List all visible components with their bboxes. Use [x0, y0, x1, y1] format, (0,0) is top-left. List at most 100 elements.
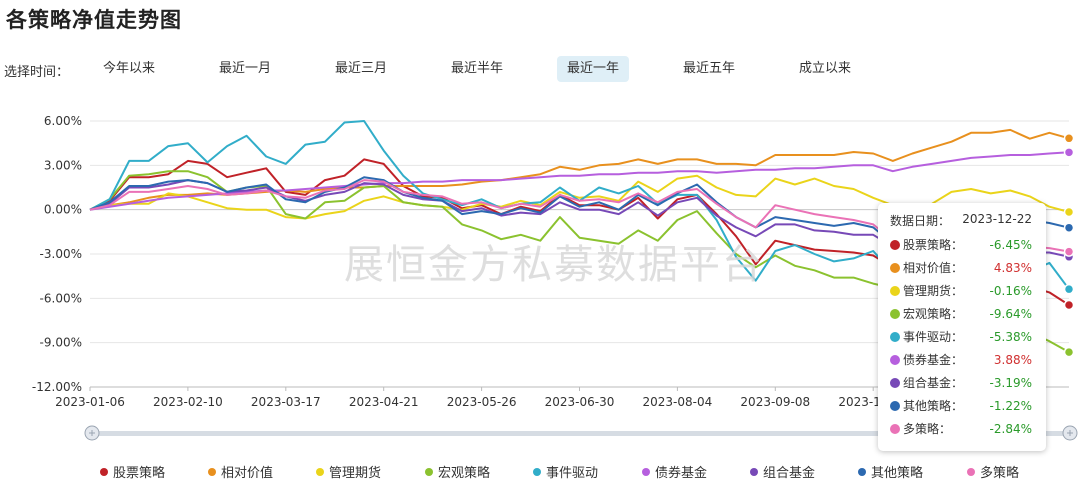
- tooltip-series-dot: [890, 240, 900, 250]
- legend-item-多策略[interactable]: 多策略: [967, 462, 1019, 481]
- tooltip-series-dot: [890, 263, 900, 273]
- range-slider: [84, 425, 1078, 441]
- tooltip-series-value: 3.88%: [993, 353, 1032, 367]
- tooltip-row: 管理期货： -0.16%: [890, 281, 1038, 301]
- y-tick-label: 3.00%: [44, 158, 82, 172]
- x-axis-ticks: 2023-01-06 2023-02-10 2023-03-17 2023-04-21…: [55, 387, 1006, 409]
- tooltip-row: 股票策略： -6.45%: [890, 235, 1038, 255]
- series-endpoint-多策略[interactable]: [1063, 246, 1075, 257]
- legend-dot: [316, 468, 324, 476]
- legend-label: 股票策略: [113, 466, 166, 481]
- series-endpoint-宏观策略[interactable]: [1063, 346, 1075, 358]
- legend-label: 组合基金: [763, 466, 816, 481]
- y-tick-label: -9.00%: [40, 336, 82, 350]
- tooltip-series-dot: [890, 355, 900, 365]
- tooltip-series-name: 多策略：: [903, 422, 952, 436]
- tooltip-series-name: 相对价值：: [903, 261, 964, 275]
- tooltip-series-value: -9.64%: [989, 307, 1032, 321]
- tooltip-series-dot: [890, 424, 900, 434]
- tooltip-series-dot: [890, 401, 900, 411]
- range-1y-button[interactable]: 最近一年: [557, 56, 630, 82]
- tooltip-series-value: -2.84%: [989, 422, 1032, 436]
- legend-item-其他策略[interactable]: 其他策略: [858, 462, 923, 481]
- tooltip-series-name: 债券基金：: [903, 353, 964, 367]
- tooltip-series-value: -1.22%: [989, 399, 1032, 413]
- legend-item-管理期货[interactable]: 管理期货: [316, 462, 381, 481]
- y-tick-label: 0.00%: [44, 203, 82, 217]
- y-tick-label: -6.00%: [40, 291, 82, 305]
- x-tick-label: 2023-06-30: [545, 395, 615, 409]
- legend-label: 债券基金: [655, 466, 708, 481]
- y-tick-label: -3.00%: [40, 247, 82, 261]
- tooltip-series-dot: [890, 309, 900, 319]
- range-6m-button[interactable]: 最近半年: [451, 61, 504, 76]
- legend-item-组合基金[interactable]: 组合基金: [750, 462, 815, 481]
- tooltip-series-name: 宏观策略：: [903, 307, 964, 321]
- tooltip-row: 事件驱动： -5.38%: [890, 327, 1038, 347]
- tooltip-series-value: -3.19%: [989, 376, 1032, 390]
- tooltip-row: 组合基金： -3.19%: [890, 373, 1038, 393]
- legend-dot: [858, 468, 866, 476]
- y-tick-label: 6.00%: [44, 114, 82, 128]
- series-endpoints: [1063, 133, 1075, 358]
- legend-label: 事件驱动: [546, 466, 599, 481]
- range-5y-button[interactable]: 最近五年: [683, 61, 736, 76]
- x-tick-label: 2023-02-10: [153, 395, 223, 409]
- legend-label: 管理期货: [329, 466, 382, 481]
- tooltip-date: 2023-12-22: [962, 212, 1032, 226]
- tooltip-row: 宏观策略： -9.64%: [890, 304, 1038, 324]
- legend-dot: [967, 468, 975, 476]
- tooltip-series-name: 管理期货：: [903, 284, 964, 298]
- x-tick-label: 2023-01-06: [55, 395, 125, 409]
- legend-dot: [425, 468, 433, 476]
- tooltip-series-dot: [890, 378, 900, 388]
- legend-item-相对价值[interactable]: 相对价值: [208, 462, 273, 481]
- series-endpoint-股票策略[interactable]: [1063, 299, 1075, 311]
- y-axis-ticks: 6.00% 3.00% 0.00% -3.00% -6.00% -9.00% -12.00%: [32, 114, 82, 394]
- legend-dot: [750, 468, 758, 476]
- time-range-label: 选择时间：: [4, 65, 70, 80]
- series-endpoint-其他策略[interactable]: [1063, 222, 1075, 233]
- tooltip-series-name: 股票策略：: [903, 238, 964, 252]
- legend-label: 其他策略: [871, 466, 924, 481]
- range-ytd-button[interactable]: 今年以来: [103, 61, 156, 76]
- x-tick-label: 2023-03-17: [251, 395, 321, 409]
- range-since-inception-button[interactable]: 成立以来: [799, 61, 852, 76]
- watermark: 展恒金方私募数据平台: [344, 242, 764, 288]
- tooltip-series-value: -5.38%: [989, 330, 1032, 344]
- series-endpoint-管理期货[interactable]: [1063, 206, 1075, 218]
- tooltip-series-name: 事件驱动：: [903, 330, 964, 344]
- legend-item-事件驱动[interactable]: 事件驱动: [533, 462, 598, 481]
- series-endpoint-债券基金[interactable]: [1063, 147, 1075, 158]
- range-1m-button[interactable]: 最近一月: [219, 61, 272, 76]
- tooltip-row: 相对价值： 4.83%: [890, 258, 1038, 278]
- x-tick-label: 2023-08-04: [643, 395, 713, 409]
- slider-track[interactable]: [92, 431, 1070, 436]
- legend-dot: [100, 468, 108, 476]
- tooltip-date-label: 数据日期：: [890, 214, 951, 228]
- range-3m-button[interactable]: 最近三月: [335, 61, 388, 76]
- y-tick-label: -12.00%: [32, 380, 82, 394]
- x-tick-label: 2023-09-08: [740, 395, 810, 409]
- tooltip-series-dot: [890, 286, 900, 296]
- legend-label: 多策略: [980, 466, 1020, 481]
- legend-item-债券基金[interactable]: 债券基金: [642, 462, 707, 481]
- legend-item-宏观策略[interactable]: 宏观策略: [425, 462, 490, 481]
- tooltip-series-dot: [890, 332, 900, 342]
- legend-dot: [208, 468, 216, 476]
- tooltip-row: 多策略： -2.84%: [890, 419, 1038, 439]
- legend-dot: [642, 468, 650, 476]
- legend-dot: [533, 468, 541, 476]
- tooltip-series-value: -0.16%: [989, 284, 1032, 298]
- tooltip-series-name: 组合基金：: [903, 376, 964, 390]
- x-tick-label: 2023-05-26: [447, 395, 517, 409]
- data-tooltip: 数据日期： 2023-12-22 股票策略： -6.45% 相对价值： 4.83% 管理…: [878, 203, 1046, 451]
- tooltip-series-value: -6.45%: [989, 238, 1032, 252]
- tooltip-row: 债券基金： 3.88%: [890, 350, 1038, 370]
- tooltip-series-value: 4.83%: [993, 261, 1032, 275]
- tooltip-series-name: 其他策略：: [903, 399, 964, 413]
- series-endpoint-相对价值[interactable]: [1063, 133, 1075, 144]
- legend-item-股票策略[interactable]: 股票策略: [100, 462, 165, 481]
- series-endpoint-事件驱动[interactable]: [1063, 283, 1075, 295]
- legend-label: 相对价值: [221, 466, 274, 481]
